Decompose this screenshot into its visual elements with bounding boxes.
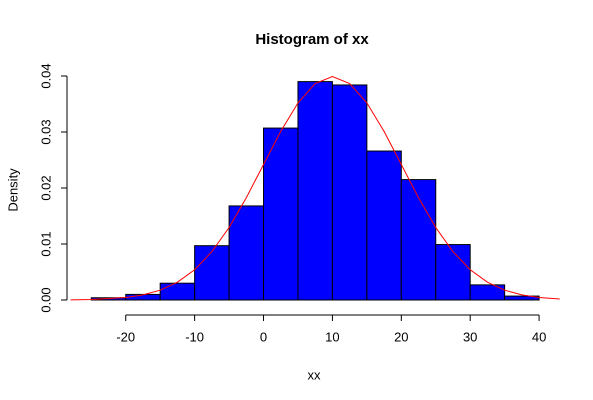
density-curve — [70, 76, 560, 301]
y-axis-label: Density — [5, 168, 20, 212]
chart-title: Histogram of xx — [255, 31, 369, 48]
bar — [435, 244, 471, 301]
y-tick-label: 0.03 — [38, 119, 53, 144]
x-tick-label: 10 — [325, 329, 339, 344]
bar — [194, 245, 230, 301]
y-tick-label: 0.01 — [38, 231, 53, 256]
bar — [366, 150, 402, 301]
y-tick-label: 0.02 — [38, 175, 53, 200]
x-axis-label: xx — [308, 367, 322, 382]
bar — [297, 81, 333, 301]
x-tick-label: 0 — [260, 329, 267, 344]
bar — [469, 284, 506, 301]
x-tick-label: 40 — [532, 329, 546, 344]
x-tick-label: -10 — [185, 329, 204, 344]
x-tick-label: -20 — [116, 329, 135, 344]
bar — [228, 205, 265, 301]
bar — [504, 295, 540, 301]
bar — [331, 84, 368, 301]
bar — [400, 179, 437, 301]
y-tick-label: 0.00 — [38, 287, 53, 312]
x-tick-label: 20 — [394, 329, 408, 344]
bar — [159, 282, 196, 301]
y-tick-label: 0.04 — [38, 63, 53, 88]
x-tick-label: 30 — [463, 329, 477, 344]
bar — [263, 127, 299, 301]
